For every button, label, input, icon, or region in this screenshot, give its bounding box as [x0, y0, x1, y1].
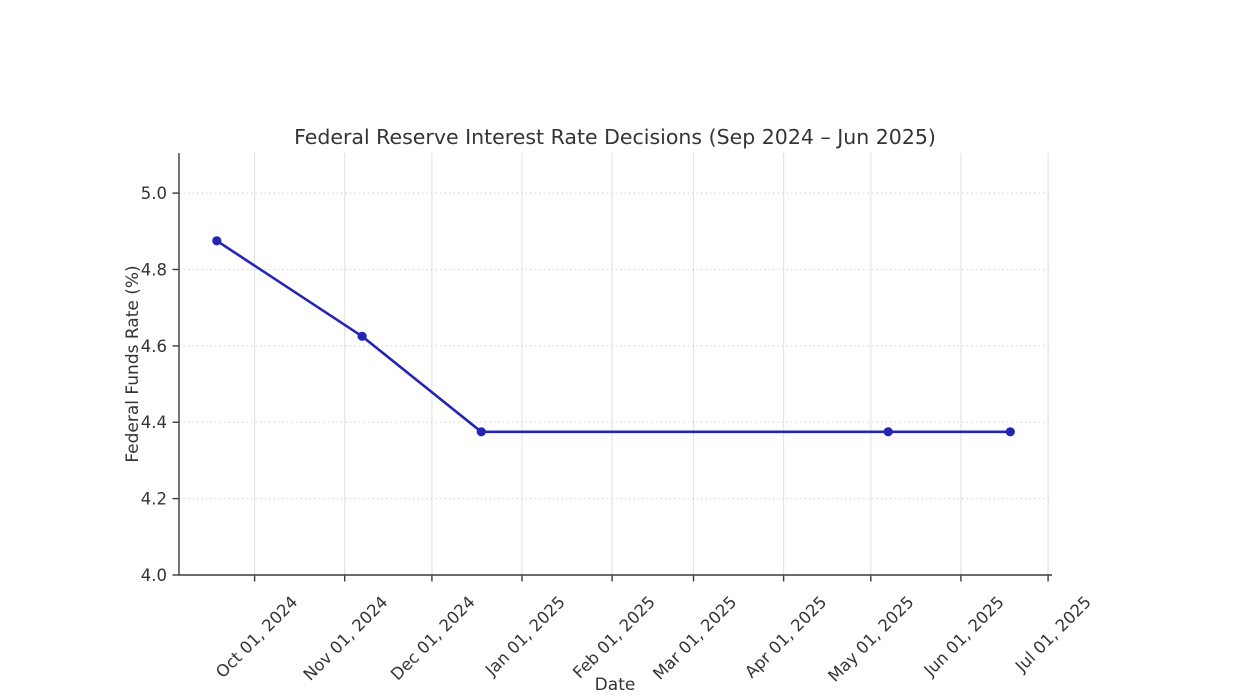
data-point-2024-12-18	[476, 427, 486, 437]
data-point-2025-05-07	[883, 427, 893, 437]
x-tick-label: Dec 01, 2024	[387, 592, 479, 684]
y-tick-label: 4.8	[141, 261, 167, 280]
x-tick-label: Jan 01, 2025	[481, 592, 569, 680]
x-tick-label: Jul 01, 2025	[1011, 592, 1095, 676]
x-axis-label: Date	[594, 675, 636, 695]
data-point-2025-06-18	[1005, 427, 1015, 437]
y-tick-label: 4.2	[141, 490, 167, 509]
y-tick-label: 4.6	[141, 337, 167, 356]
x-tick-label: Jun 01, 2025	[920, 592, 1008, 680]
y-tick-label: 5.0	[141, 184, 167, 203]
x-tick-label: May 01, 2025	[824, 592, 917, 685]
data-point-2024-11-07	[357, 331, 367, 341]
y-axis-label: Federal Funds Rate (%)	[123, 265, 143, 463]
y-tick-label: 4.4	[141, 413, 167, 432]
data-point-2024-09-18	[212, 236, 222, 246]
x-tick-label: Nov 01, 2024	[300, 592, 392, 684]
x-tick-label: Feb 01, 2025	[569, 592, 659, 682]
x-tick-label: Apr 01, 2025	[741, 592, 830, 681]
x-tick-label: Mar 01, 2025	[649, 592, 740, 683]
y-tick-label: 4.0	[141, 566, 167, 585]
chart-title: Federal Reserve Interest Rate Decisions …	[294, 125, 936, 149]
x-tick-label: Oct 01, 2024	[212, 592, 301, 681]
